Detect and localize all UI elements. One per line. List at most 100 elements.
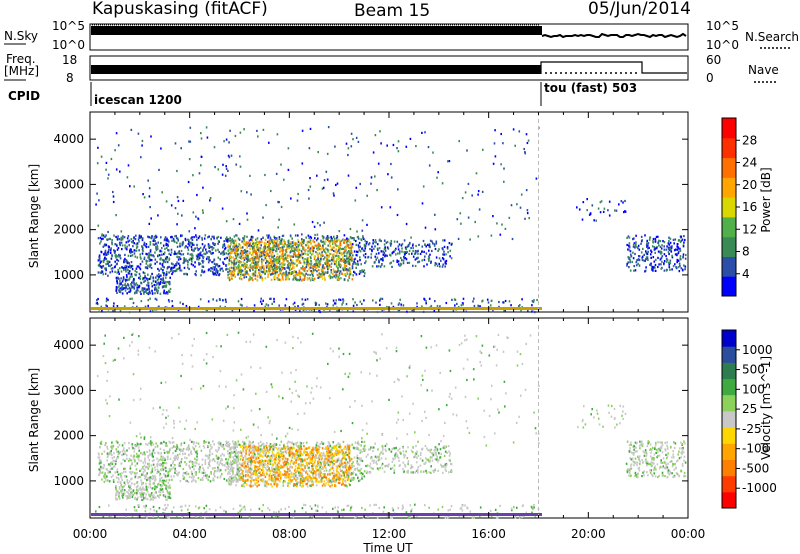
data-cell [221, 458, 224, 461]
data-cell [252, 274, 255, 277]
data-cell [236, 260, 239, 263]
data-cell [97, 224, 100, 227]
data-cell [140, 257, 142, 260]
data-cell [212, 260, 215, 263]
data-cell [301, 272, 303, 275]
data-cell [651, 265, 654, 268]
data-cell [171, 446, 173, 449]
data-cell [227, 270, 229, 273]
data-cell [290, 260, 292, 263]
data-cell [637, 244, 640, 247]
data-cell [403, 253, 406, 256]
data-cell [183, 477, 185, 480]
data-cell [169, 469, 171, 473]
data-cell [336, 239, 338, 242]
data-cell [160, 236, 162, 239]
data-cell [520, 309, 522, 312]
data-cell [318, 276, 321, 279]
data-cell [284, 252, 287, 255]
data-cell [258, 248, 260, 251]
data-cell [163, 285, 165, 288]
data-cell [510, 204, 513, 207]
data-cell [379, 299, 381, 302]
data-cell [243, 441, 246, 444]
data-cell [270, 278, 273, 281]
data-cell [342, 440, 345, 443]
data-cell [301, 238, 303, 241]
data-cell [98, 310, 100, 313]
data-cell [258, 250, 260, 253]
data-cell [193, 447, 195, 450]
data-cell [649, 236, 651, 239]
data-cell [139, 268, 142, 271]
data-cell [229, 476, 231, 479]
data-cell [317, 462, 319, 465]
data-cell [172, 462, 174, 465]
data-cell [310, 257, 312, 260]
data-cell [240, 278, 243, 281]
data-cell [304, 269, 306, 272]
data-cell [237, 265, 240, 268]
data-cell [144, 453, 146, 456]
data-cell [115, 256, 117, 259]
data-cell [335, 260, 337, 263]
data-cell [130, 472, 133, 475]
data-cell [671, 268, 673, 271]
data-cell [334, 276, 337, 279]
data-cell [668, 243, 671, 246]
data-cell [402, 262, 405, 265]
data-cell [130, 261, 133, 264]
data-cell [361, 302, 363, 306]
data-cell [410, 247, 412, 250]
data-cell [260, 297, 262, 300]
data-cell [291, 237, 293, 240]
data-cell [212, 477, 215, 480]
data-cell [190, 440, 193, 443]
data-cell [268, 271, 271, 274]
data-cell [206, 309, 208, 313]
data-cell [326, 236, 328, 239]
data-cell [156, 282, 158, 285]
data-cell [408, 261, 411, 264]
data-cell [654, 263, 657, 267]
data-cell [303, 478, 306, 481]
data-cell [665, 248, 668, 251]
data-cell [146, 260, 148, 263]
data-cell [349, 256, 351, 259]
data-cell [281, 262, 284, 265]
data-cell [321, 246, 324, 249]
data-cell [654, 266, 656, 269]
data-cell [171, 478, 173, 481]
data-cell [223, 447, 225, 451]
data-cell [466, 149, 468, 152]
data-cell [322, 271, 325, 274]
data-cell [156, 468, 159, 471]
data-cell [135, 455, 138, 458]
data-cell [175, 252, 178, 255]
data-cell [267, 253, 269, 256]
data-cell [239, 477, 241, 480]
data-cell [433, 244, 436, 247]
data-cell [349, 227, 352, 231]
data-cell [168, 282, 170, 285]
data-cell [397, 140, 400, 143]
data-cell [477, 235, 480, 238]
data-cell [347, 470, 350, 473]
data-cell [154, 475, 156, 478]
data-cell [232, 239, 235, 242]
data-cell [349, 236, 352, 239]
data-cell [238, 254, 241, 257]
data-cell [109, 453, 111, 456]
data-cell [176, 443, 178, 446]
data-cell [290, 250, 292, 253]
data-cell [351, 251, 353, 254]
data-cell [417, 249, 419, 252]
beam-title: Beam 15 [354, 1, 430, 21]
data-cell [636, 259, 638, 262]
data-cell [165, 470, 167, 473]
data-cell [349, 260, 351, 263]
data-cell [118, 478, 120, 481]
data-cell [356, 303, 358, 307]
data-cell [290, 261, 293, 264]
data-cell [153, 283, 156, 287]
